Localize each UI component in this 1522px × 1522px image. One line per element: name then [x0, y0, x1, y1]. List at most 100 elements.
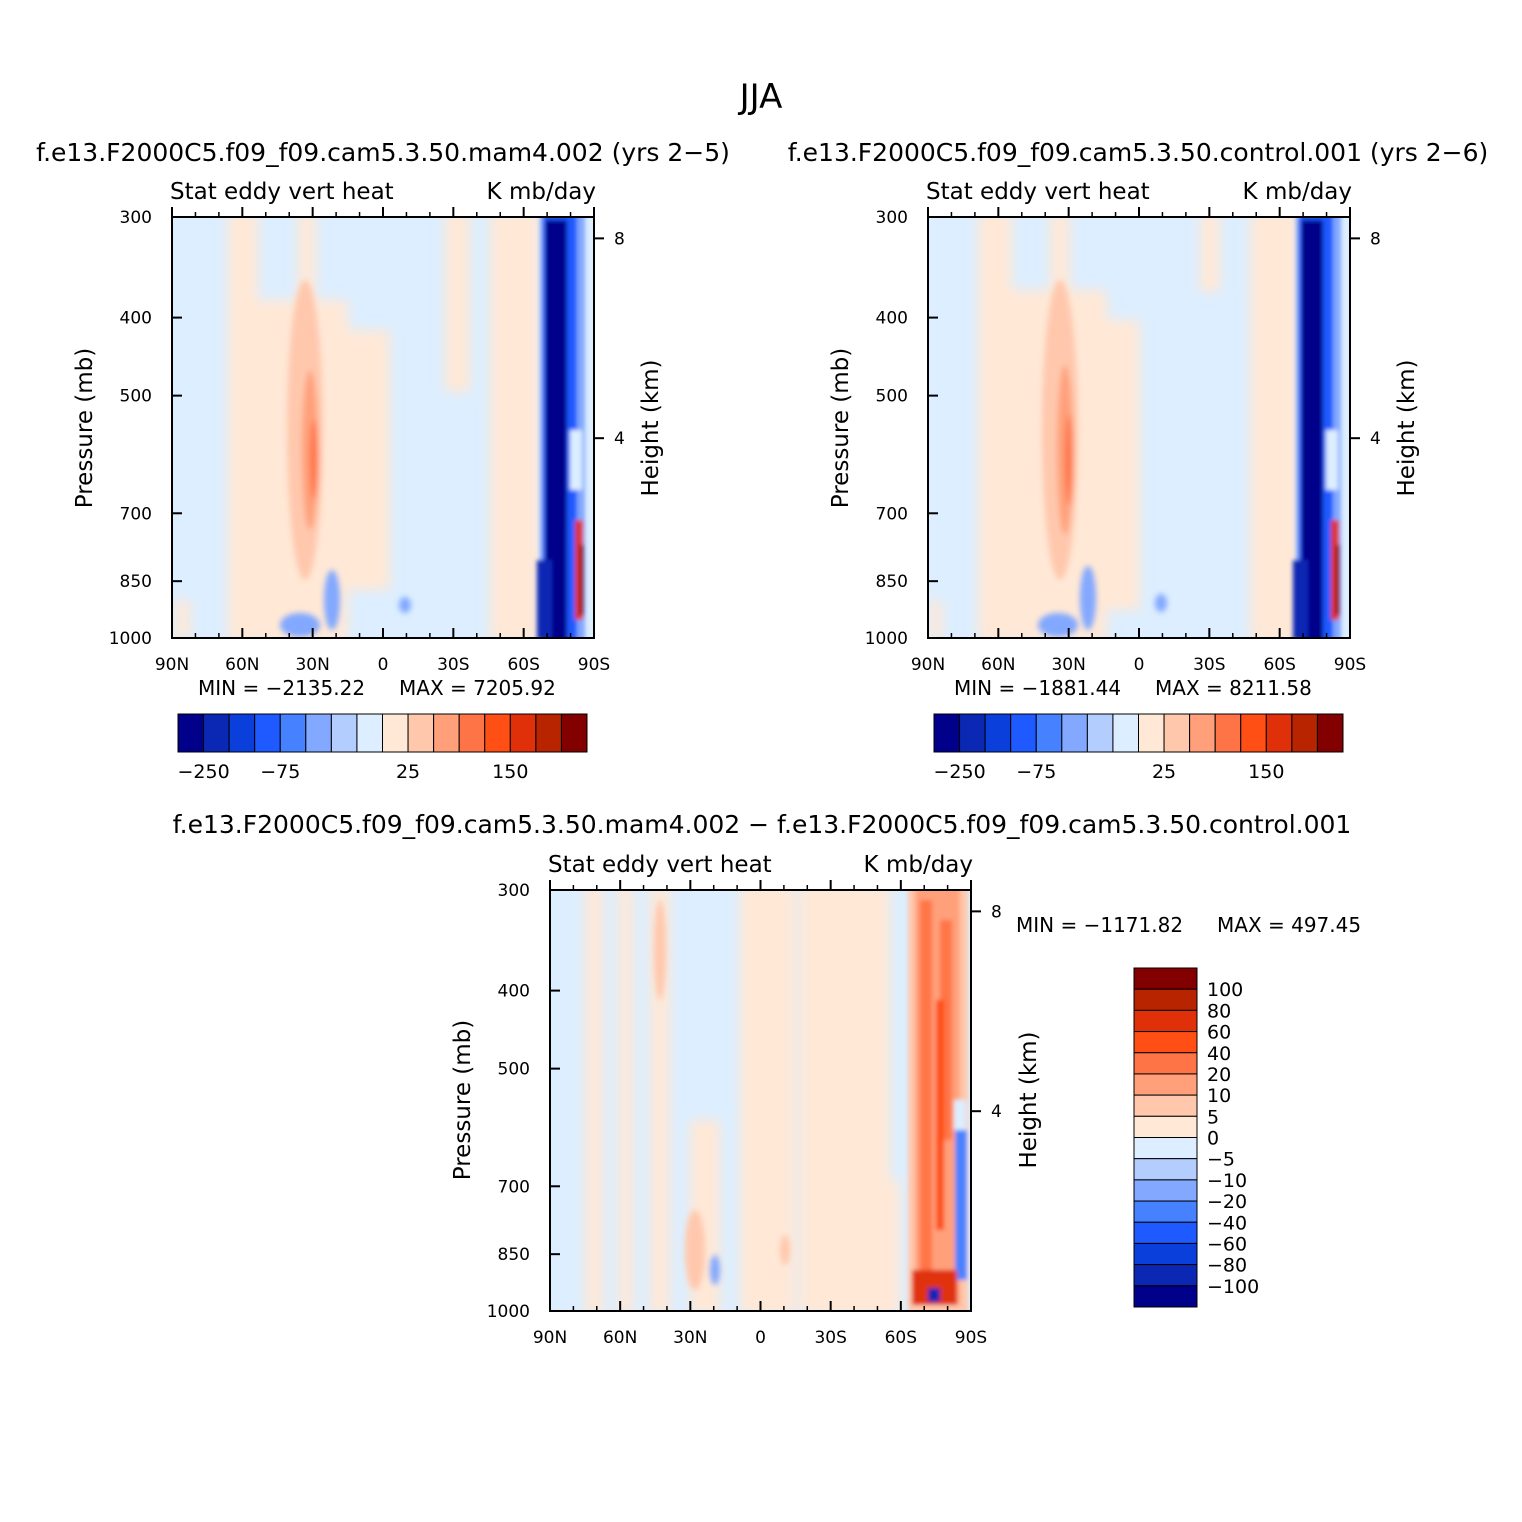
colorbar-swatch	[407, 713, 435, 753]
colorbar-swatch	[1133, 1009, 1198, 1033]
min-label: MIN = −1881.44	[954, 676, 1121, 700]
y-tick-label: 400	[120, 309, 152, 329]
colorbar-swatch	[1316, 713, 1344, 753]
y2-tick-label: 4	[1370, 429, 1381, 449]
colorbar-swatch	[1133, 1094, 1198, 1117]
x-tick-label: 90N	[155, 655, 189, 675]
variable-title: Stat eddy vert heat	[926, 179, 1150, 205]
colorbar-label: 10	[1207, 1085, 1231, 1107]
colorbar-swatch	[1133, 1179, 1198, 1202]
y2-axis-label: Height (km)	[1394, 359, 1420, 496]
colorbar-swatch	[1133, 1158, 1198, 1181]
colorbar-swatch	[984, 713, 1012, 753]
y-tick-label: 700	[876, 504, 908, 524]
y-tick-label: 300	[120, 208, 152, 228]
colorbar-label: −75	[1016, 761, 1056, 783]
colorbar-label: 150	[1248, 761, 1284, 783]
colorbar-swatch	[1240, 713, 1267, 753]
x-tick-label: 30N	[295, 655, 329, 675]
colorbar-swatch	[1138, 713, 1165, 753]
y-tick-label: 400	[498, 982, 530, 1002]
variable-title: Stat eddy vert heat	[548, 852, 772, 878]
max-label: MAX = 497.45	[1217, 913, 1361, 937]
colorbar-swatch	[509, 713, 537, 753]
colorbar-swatch	[1214, 713, 1242, 753]
units-title: K mb/day	[487, 179, 596, 205]
y2-tick-label: 8	[614, 229, 625, 249]
colorbar-label: 25	[1152, 761, 1176, 783]
colorbar-swatch	[1265, 713, 1293, 753]
colorbar-swatch	[1133, 1285, 1198, 1308]
y-tick-label: 700	[120, 504, 152, 524]
y2-tick-label: 4	[991, 1102, 1002, 1122]
x-tick-label: 30S	[814, 1328, 846, 1348]
x-tick-label: 0	[755, 1328, 766, 1348]
colorbar-swatch	[1133, 1221, 1198, 1244]
y-tick-label: 400	[876, 309, 908, 329]
y2-axis-label: Height (km)	[638, 359, 664, 496]
colorbar-swatch	[560, 713, 588, 753]
x-tick-label: 60N	[225, 655, 259, 675]
y-tick-label: 850	[498, 1245, 530, 1265]
units-title: K mb/day	[1243, 179, 1352, 205]
y-tick-label: 1000	[865, 629, 908, 649]
colorbar-label: 60	[1207, 1022, 1231, 1044]
colorbar-label: −5	[1207, 1149, 1235, 1171]
colorbar-swatch	[203, 713, 230, 753]
colorbar-swatch	[330, 713, 358, 753]
y-tick-label: 850	[120, 572, 152, 592]
y-axis-label: Pressure (mb)	[828, 348, 854, 508]
heatmap-field	[172, 217, 594, 638]
colorbar-swatch	[1035, 713, 1063, 753]
colorbar-label: −100	[1207, 1276, 1259, 1298]
colorbar-label: −80	[1207, 1255, 1247, 1277]
colorbar-swatch	[254, 713, 281, 753]
x-tick-label: 90S	[955, 1328, 987, 1348]
x-tick-label: 30S	[1193, 655, 1225, 675]
y2-tick-label: 4	[614, 429, 625, 449]
panel-bottom-difference: f.e13.F2000C5.f09_f09.cam5.3.50.mam4.002…	[173, 810, 1361, 1348]
colorbar-swatch	[1133, 1137, 1198, 1160]
y-tick-label: 300	[876, 208, 908, 228]
colorbar-swatch	[1010, 713, 1037, 753]
y-tick-label: 500	[498, 1060, 530, 1080]
x-tick-label: 30N	[673, 1328, 707, 1348]
colorbar-label: 100	[1207, 979, 1243, 1001]
colorbar-swatch	[1133, 1200, 1198, 1223]
colorbar-swatch	[1061, 713, 1088, 753]
x-tick-label: 0	[1134, 655, 1145, 675]
colorbar-label: 80	[1207, 1000, 1231, 1022]
colorbar-swatch	[228, 713, 256, 753]
y-tick-label: 500	[120, 387, 152, 407]
colorbar-swatch	[933, 713, 961, 753]
colorbar-label: −40	[1207, 1212, 1247, 1234]
y-tick-label: 300	[498, 881, 530, 901]
colorbar-swatch	[1133, 1115, 1198, 1138]
panel-top-left: f.e13.F2000C5.f09_f09.cam5.3.50.mam4.002…	[36, 138, 730, 783]
y-tick-label: 700	[498, 1177, 530, 1197]
y-tick-label: 500	[876, 387, 908, 407]
colorbar-swatch	[1291, 713, 1318, 753]
colorbar-swatch	[1112, 713, 1139, 753]
colorbar-swatch	[356, 713, 383, 753]
x-tick-label: 90N	[533, 1328, 567, 1348]
colorbar-label: −250	[177, 761, 229, 783]
min-label: MIN = −1171.82	[1016, 913, 1183, 937]
min-label: MIN = −2135.22	[198, 676, 365, 700]
x-tick-label: 60N	[981, 655, 1015, 675]
colorbar-swatch	[177, 713, 205, 753]
x-tick-label: 60S	[507, 655, 539, 675]
colorbar-swatch	[382, 713, 409, 753]
colorbar-label: 20	[1207, 1064, 1231, 1086]
x-tick-label: 60S	[885, 1328, 917, 1348]
y2-tick-label: 8	[991, 902, 1002, 922]
y-axis-label: Pressure (mb)	[450, 1020, 476, 1180]
panel-top-right: f.e13.F2000C5.f09_f09.cam5.3.50.control.…	[788, 138, 1489, 783]
colorbar-swatch	[1086, 713, 1114, 753]
colorbar-label: −10	[1207, 1170, 1247, 1192]
colorbar-swatch	[1189, 713, 1216, 753]
colorbar-swatch	[484, 713, 511, 753]
heatmap-field	[928, 217, 1350, 638]
colorbar-label: −20	[1207, 1191, 1247, 1213]
